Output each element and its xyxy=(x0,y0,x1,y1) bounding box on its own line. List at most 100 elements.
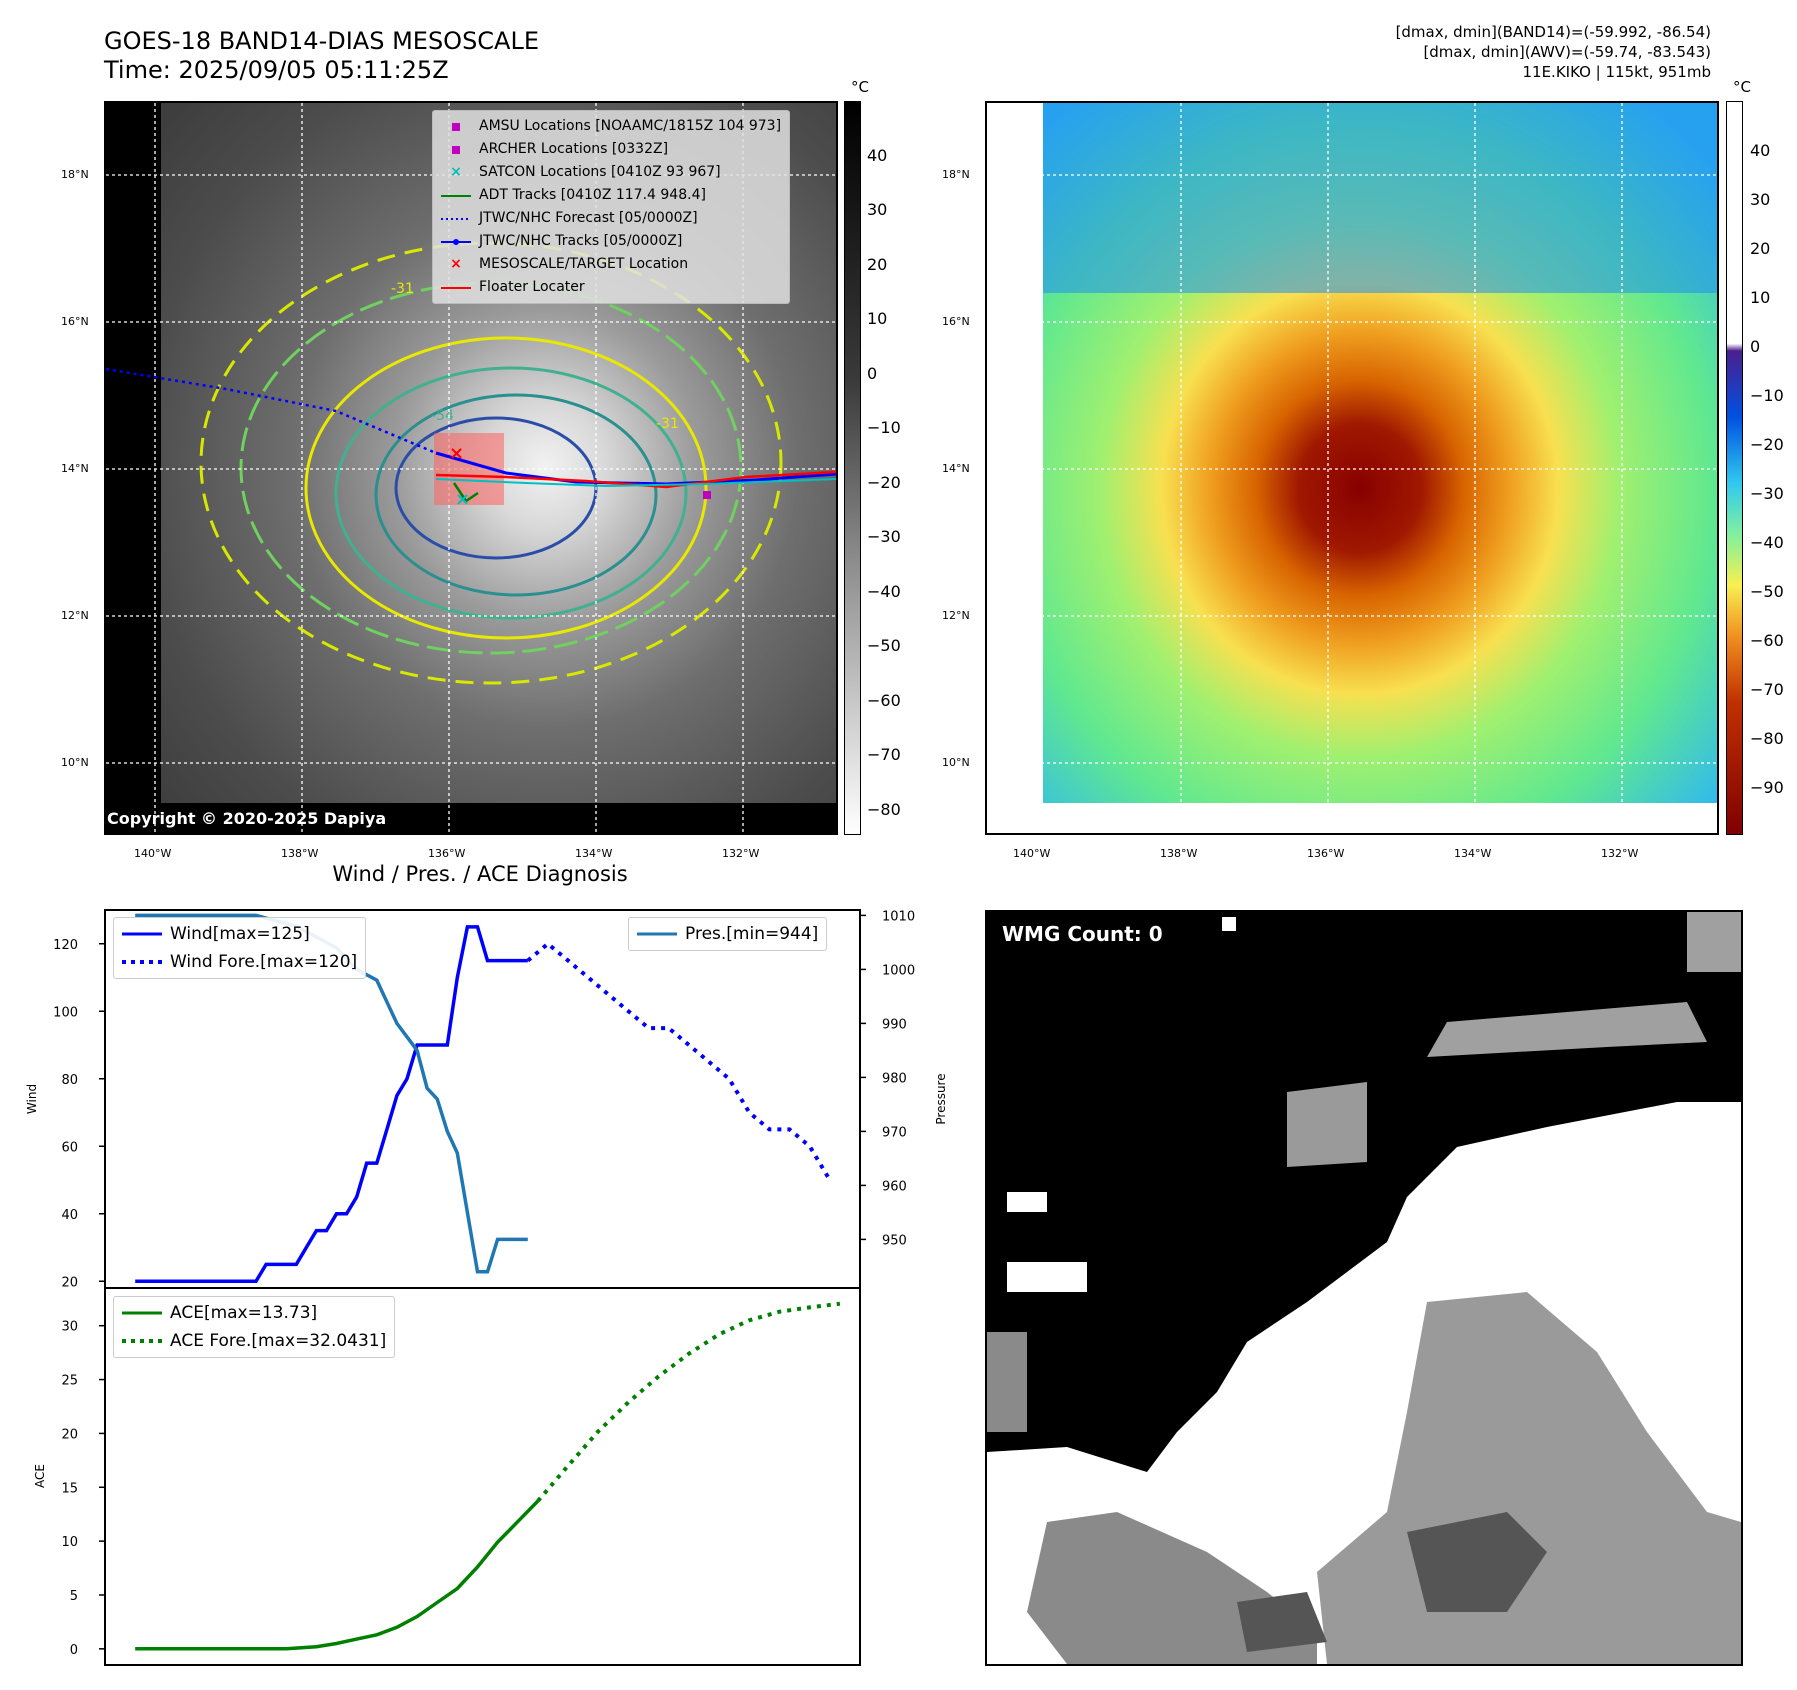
ace-legend-label: ACE[max=13.73] xyxy=(170,1303,318,1323)
right-colorbar-unit: °C xyxy=(1733,78,1751,96)
pressure-legend: Pres.[min=944] xyxy=(628,917,828,951)
ace-legend: ACE[max=13.73] ACE Fore.[max=32.0431] xyxy=(113,1296,396,1358)
wind-forecast-series xyxy=(526,941,832,1182)
legend-floater: Floater Locater xyxy=(441,279,585,295)
ir-cb-tick: −80 xyxy=(867,800,901,819)
color-cb-tick: −60 xyxy=(1750,631,1784,650)
ace-forecast-series xyxy=(536,1301,841,1503)
color-cb-tick: 30 xyxy=(1750,190,1771,209)
ir-cb-tick: 0 xyxy=(867,364,878,383)
satcon-marker: × xyxy=(455,489,470,510)
stats-storm: 11E.KIKO | 115kt, 951mb xyxy=(1522,63,1711,81)
color-cb-tick: −10 xyxy=(1750,386,1784,405)
ir-cb-tick: −10 xyxy=(867,418,901,437)
lon-label-134w: 134°W xyxy=(575,847,613,860)
wmg-gray-patch xyxy=(1287,1082,1367,1167)
ace-tick-label: 20 xyxy=(61,1427,78,1442)
ace-tick-label: 15 xyxy=(61,1481,78,1496)
ace-tick-label: 30 xyxy=(61,1320,78,1335)
lat-label-16n-right: 16°N xyxy=(942,315,970,328)
legend-forecast: JTWC/NHC Forecast [05/0000Z] xyxy=(441,210,698,226)
lat-label-18n-right: 18°N xyxy=(942,168,970,181)
left-colorbar-unit: °C xyxy=(851,78,869,96)
color-cb-tick: 0 xyxy=(1750,337,1761,356)
legend-tracks: JTWC/NHC Tracks [05/0000Z] xyxy=(441,230,781,253)
wmg-gray-band-north xyxy=(1427,1002,1707,1057)
color-cb-tick: −70 xyxy=(1750,680,1784,699)
lat-label-14n-right: 14°N xyxy=(942,462,970,475)
pressure-tick-label: 980 xyxy=(882,1071,907,1086)
lon-label-138w: 138°W xyxy=(281,847,319,860)
floater-track xyxy=(435,470,836,489)
ir-colorbar xyxy=(844,101,861,835)
wind-tick-label: 80 xyxy=(61,1073,78,1088)
ace-axis-label: ACE xyxy=(33,1464,47,1488)
contour-label-2: -54 xyxy=(431,408,454,424)
wind-tick-label: 100 xyxy=(53,1005,78,1020)
ir-cb-tick: 20 xyxy=(867,255,888,274)
wmg-gray-west xyxy=(987,1332,1027,1432)
satcon-track xyxy=(435,478,836,488)
wind-series xyxy=(135,925,528,1284)
wmg-white-dot xyxy=(1222,917,1236,931)
pressure-axis-label: Pressure xyxy=(934,1073,948,1124)
pressure-tick-label: 1000 xyxy=(882,963,915,978)
wind-axis-label: Wind xyxy=(25,1084,39,1114)
wind-tick-label: 120 xyxy=(53,938,78,953)
wmg-white-patch-1 xyxy=(1007,1192,1047,1212)
lat-label-10n-right: 10°N xyxy=(942,756,970,769)
ace-tick-label: 0 xyxy=(70,1643,78,1658)
pressure-tick-label: 1010 xyxy=(882,909,915,924)
diagnosis-chart-title: Wind / Pres. / ACE Diagnosis xyxy=(332,862,628,886)
lat-label-12n-right: 12°N xyxy=(942,609,970,622)
ir-cb-tick: 10 xyxy=(867,309,888,328)
contour-label-3: -31 xyxy=(656,416,679,432)
color-map-gridlines xyxy=(987,103,1717,833)
legend-satcon: × SATCON Locations [0410Z 93 967] xyxy=(450,164,721,180)
stats-awv: [dmax, dmin](AWV)=(-59.74, -83.543) xyxy=(1423,43,1711,61)
map-legend: AMSU Locations [NOAAMC/1815Z 104 973] AR… xyxy=(432,110,791,304)
lat-label-16n: 16°N xyxy=(61,315,89,328)
forecast-track xyxy=(106,367,437,455)
copyright-notice: Copyright © 2020-2025 Dapiya xyxy=(107,809,387,828)
color-map-svg xyxy=(987,103,1717,833)
ir-cb-tick: −40 xyxy=(867,582,901,601)
lon-label-132w: 132°W xyxy=(722,847,760,860)
legend-adt: ADT Tracks [0410Z 117.4 948.4] xyxy=(441,187,706,203)
lon-label-132w-right: 132°W xyxy=(1601,847,1639,860)
contour-label-1: -31 xyxy=(391,281,414,297)
color-cb-tick: −80 xyxy=(1750,729,1784,748)
pressure-tick-label: 960 xyxy=(882,1179,907,1194)
wind-fore-legend-label: Wind Fore.[max=120] xyxy=(170,952,358,972)
wmg-dark-region-2 xyxy=(1237,1592,1327,1652)
diagnosis-charts: 20 40 60 80 100 120 950 960 970 980 990 1000 1010 0 5… xyxy=(25,909,948,1666)
pressure-tick-label: 970 xyxy=(882,1125,907,1140)
ir-cb-tick: 30 xyxy=(867,200,888,219)
stats-block: [dmax, dmin](BAND14)=(-59.992, -86.54) [… xyxy=(1396,22,1711,82)
wmg-mask-svg xyxy=(987,912,1741,1664)
lat-label-12n: 12°N xyxy=(61,609,89,622)
color-cb-tick: −40 xyxy=(1750,533,1784,552)
lon-label-138w-right: 138°W xyxy=(1160,847,1198,860)
lon-label-136w: 136°W xyxy=(428,847,466,860)
legend-archer: ARCHER Locations [0332Z] xyxy=(441,138,781,161)
wmg-panel xyxy=(985,910,1743,1666)
wind-tick-label: 40 xyxy=(61,1208,78,1223)
target-marker: × xyxy=(449,443,464,464)
contour-inner-ring xyxy=(374,393,658,597)
color-cb-tick: 20 xyxy=(1750,239,1771,258)
lon-label-140w: 140°W xyxy=(134,847,172,860)
adt-track xyxy=(452,482,479,503)
contour-teal-ring xyxy=(334,366,688,620)
amsu-marker xyxy=(703,491,711,499)
ace-fore-legend-label: ACE Fore.[max=32.0431] xyxy=(170,1331,387,1351)
ir-cb-tick: −60 xyxy=(867,691,901,710)
ace-tick-label: 25 xyxy=(61,1374,78,1389)
color-cb-tick: −20 xyxy=(1750,435,1784,454)
wmg-count-label: WMG Count: 0 xyxy=(1002,922,1163,946)
wmg-dark-region-1 xyxy=(1407,1512,1547,1612)
lon-label-136w-right: 136°W xyxy=(1307,847,1345,860)
ir-cb-tick: −50 xyxy=(867,636,901,655)
wmg-gray-corner xyxy=(1687,912,1741,972)
color-cb-tick: 40 xyxy=(1750,141,1771,160)
